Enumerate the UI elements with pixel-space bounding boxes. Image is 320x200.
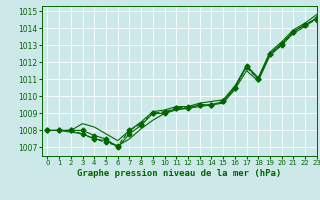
X-axis label: Graphe pression niveau de la mer (hPa): Graphe pression niveau de la mer (hPa)	[77, 169, 281, 178]
